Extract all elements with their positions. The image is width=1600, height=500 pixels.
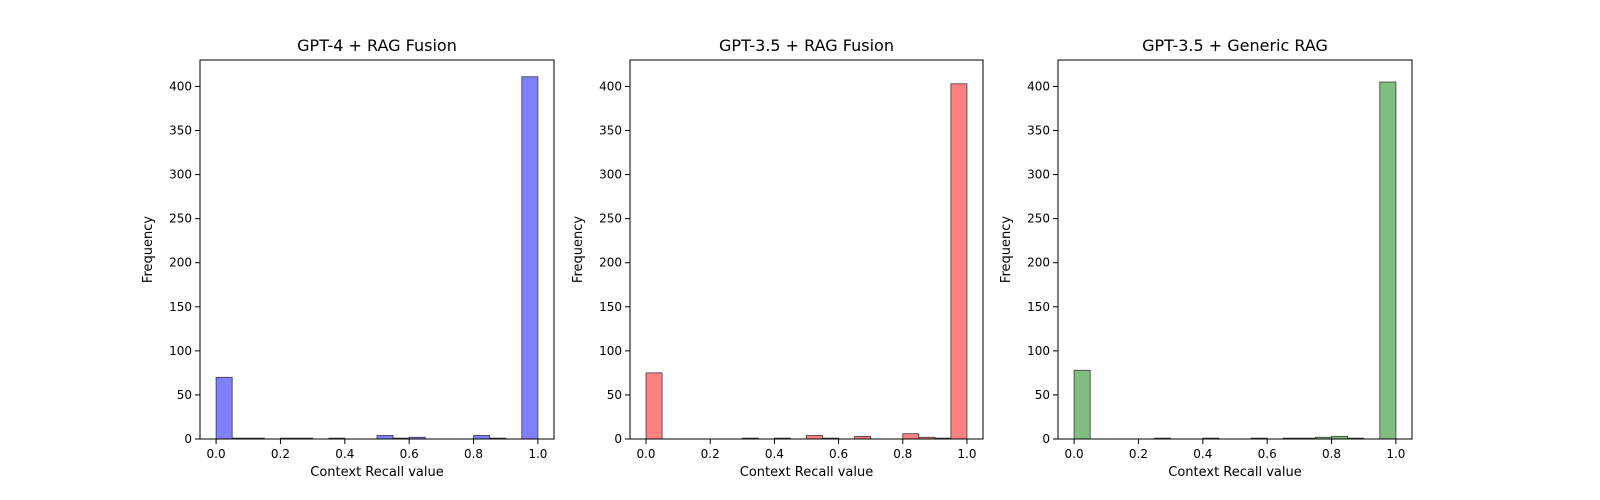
chart-panel-3: 0.0 0.2 0.4 0.6 0.8 1.0 0 50 100 150 200 250 300 350 4… bbox=[999, 36, 1413, 480]
x-tick-label: 0.6 bbox=[829, 447, 848, 461]
y-tick-label: 200 bbox=[1027, 256, 1050, 270]
x-tick-label: 0.2 bbox=[271, 447, 290, 461]
chart-title: GPT-3.5 + Generic RAG bbox=[1142, 36, 1328, 55]
x-tick-label: 0.0 bbox=[207, 447, 226, 461]
y-tick-label: 300 bbox=[1027, 168, 1050, 182]
y-axis-label: Frequency bbox=[571, 216, 586, 283]
histogram-bar bbox=[950, 83, 968, 440]
y-tick-label: 100 bbox=[169, 344, 192, 358]
y-tick-label: 250 bbox=[599, 212, 622, 226]
y-tick-label: 0 bbox=[184, 432, 192, 446]
y-tick-label: 350 bbox=[1027, 124, 1050, 138]
y-axis-label: Frequency bbox=[141, 216, 156, 283]
y-tick-label: 150 bbox=[169, 300, 192, 314]
histogram-bar bbox=[376, 435, 394, 440]
chart-panel-2: 0.0 0.2 0.4 0.6 0.8 1.0 0 50 100 150 200 250 300 350 4… bbox=[571, 36, 984, 480]
histogram-bar bbox=[1379, 81, 1397, 440]
y-tick-label: 400 bbox=[1027, 79, 1050, 93]
y-tick-label: 250 bbox=[1027, 212, 1050, 226]
plot-frame bbox=[1057, 59, 1413, 440]
y-tick-label: 300 bbox=[599, 168, 622, 182]
x-tick-label: 0.6 bbox=[400, 447, 419, 461]
y-tick-label: 200 bbox=[169, 256, 192, 270]
x-tick-label: 0.8 bbox=[1322, 447, 1341, 461]
plot-frame bbox=[629, 59, 984, 440]
x-tick-label: 0.0 bbox=[636, 447, 655, 461]
y-tick-label: 100 bbox=[599, 344, 622, 358]
x-tick-label: 0.4 bbox=[1193, 447, 1212, 461]
x-tick-label: 0.4 bbox=[335, 447, 354, 461]
y-tick-label: 350 bbox=[169, 124, 192, 138]
x-tick-label: 0.6 bbox=[1258, 447, 1277, 461]
y-tick-label: 150 bbox=[599, 300, 622, 314]
x-tick-label: 1.0 bbox=[528, 447, 547, 461]
y-tick-label: 250 bbox=[169, 212, 192, 226]
y-tick-label: 350 bbox=[599, 124, 622, 138]
histogram-bar bbox=[215, 376, 233, 440]
x-tick-label: 0.0 bbox=[1065, 447, 1084, 461]
y-tick-label: 150 bbox=[1027, 300, 1050, 314]
x-tick-label: 0.8 bbox=[464, 447, 483, 461]
chart-panel-1: 0.0 0.2 0.4 0.6 0.8 1.0 0 50 100 150 200 250 300 350 4… bbox=[141, 36, 555, 480]
y-tick-label: 300 bbox=[169, 168, 192, 182]
histogram-bar bbox=[806, 435, 823, 440]
x-axis-label: Context Recall value bbox=[310, 465, 444, 480]
x-tick-label: 1.0 bbox=[957, 447, 976, 461]
y-tick-label: 50 bbox=[177, 388, 192, 402]
x-axis-label: Context Recall value bbox=[740, 465, 874, 480]
y-tick-label: 50 bbox=[1035, 388, 1050, 402]
y-tick-label: 200 bbox=[599, 256, 622, 270]
x-tick-label: 0.4 bbox=[765, 447, 784, 461]
histogram-bar bbox=[521, 76, 539, 440]
histogram-bar bbox=[902, 433, 920, 440]
y-tick-label: 100 bbox=[1027, 344, 1050, 358]
x-tick-label: 0.2 bbox=[701, 447, 720, 461]
x-tick-label: 0.8 bbox=[893, 447, 912, 461]
plot-frame bbox=[199, 59, 555, 440]
x-tick-label: 1.0 bbox=[1386, 447, 1405, 461]
y-tick-label: 0 bbox=[1042, 432, 1050, 446]
y-axis-label: Frequency bbox=[999, 216, 1014, 283]
y-tick-label: 400 bbox=[599, 79, 622, 93]
y-tick-label: 0 bbox=[614, 432, 622, 446]
histogram-bar bbox=[645, 372, 663, 440]
histogram-bar bbox=[473, 435, 491, 440]
histogram-bar bbox=[1073, 369, 1091, 440]
y-tick-label: 400 bbox=[169, 79, 192, 93]
x-tick-label: 0.2 bbox=[1129, 447, 1148, 461]
chart-title: GPT-4 + RAG Fusion bbox=[297, 36, 457, 55]
y-tick-label: 50 bbox=[607, 388, 622, 402]
chart-title: GPT-3.5 + RAG Fusion bbox=[719, 36, 894, 55]
x-axis-label: Context Recall value bbox=[1168, 465, 1302, 480]
